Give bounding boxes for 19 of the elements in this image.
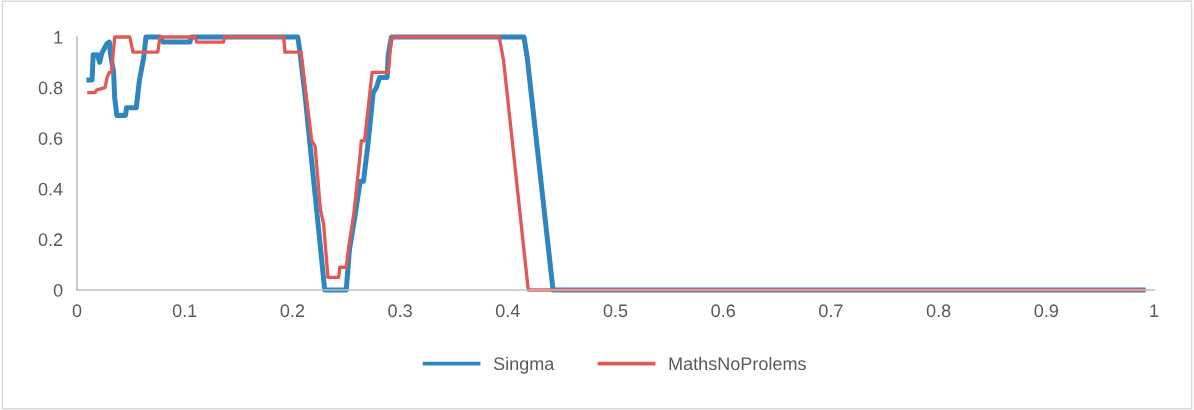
x-tick-label: 0.5 (603, 304, 628, 318)
x-tick-label: 0.6 (711, 304, 735, 318)
y-tick-label: 0.6 (38, 132, 63, 145)
y-tick-label: 0.8 (38, 81, 63, 95)
x-tick-label: 0.9 (1034, 304, 1058, 318)
x-tick-label: 0.8 (926, 304, 951, 318)
y-tick-label: 0.4 (38, 182, 63, 196)
y-tick-label: 0.2 (38, 233, 63, 247)
y-tick-label: 1 (54, 31, 63, 44)
x-tick-label: 0.2 (280, 304, 305, 318)
legend-label: MathsNoProlems (669, 356, 806, 371)
x-tick-label: 0.3 (388, 304, 412, 318)
y-tick-label: 0 (53, 283, 63, 297)
x-tick-label: 1 (1150, 304, 1159, 317)
legend-label: Singma (493, 356, 555, 374)
x-tick-label: 0.1 (172, 304, 197, 318)
x-tick-label: 0.7 (819, 304, 843, 318)
x-tick-label: 0.4 (495, 304, 520, 318)
x-tick-label: 0 (72, 304, 82, 318)
